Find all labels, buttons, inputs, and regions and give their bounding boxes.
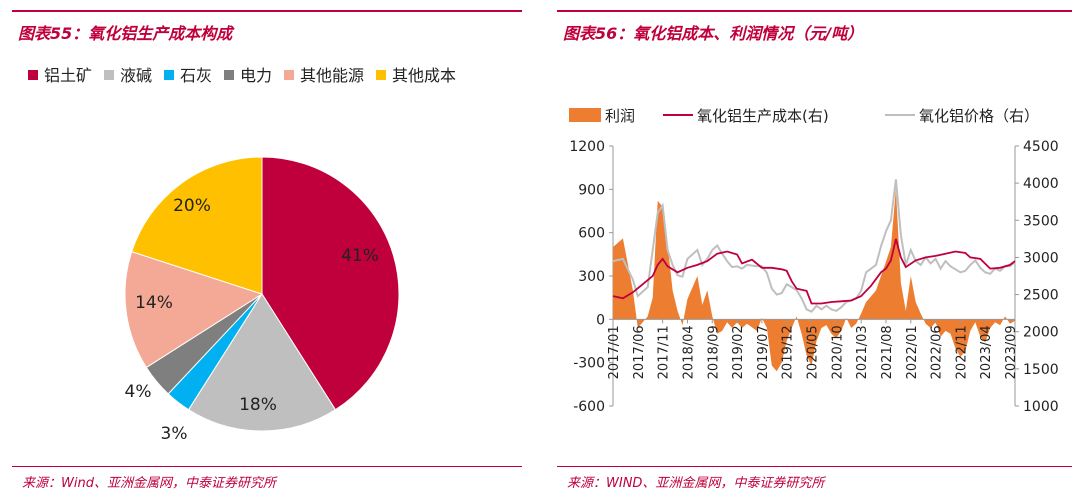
y-right-tick-label: 3500 bbox=[1023, 213, 1059, 229]
x-tick-label: 2022/01 bbox=[905, 325, 920, 379]
y-right-tick-label: 4500 bbox=[1023, 139, 1059, 155]
y-left-tick-label: -300 bbox=[573, 356, 605, 372]
y-left-tick-label: -600 bbox=[573, 399, 605, 415]
y-left-tick-label: 0 bbox=[596, 312, 605, 328]
price-line bbox=[612, 179, 1016, 313]
x-tick-label: 2021/03 bbox=[855, 325, 870, 379]
x-tick-label: 2019/07 bbox=[756, 325, 771, 379]
legend-swatch-其他能源 bbox=[284, 70, 294, 80]
x-tick-label: 2023/04 bbox=[979, 325, 994, 379]
y-right-tick-label: 1000 bbox=[1023, 399, 1059, 415]
legend-label-其他能源: 其他能源 bbox=[300, 66, 364, 85]
y-left-tick-label: 300 bbox=[578, 269, 605, 285]
profit-cost-chart: 利润 氧化铝生产成本(右) 氧化铝价格（右） -600 -300 0 300 600 900 12… bbox=[569, 107, 1059, 415]
legend-label-cost: 氧化铝生产成本(右) bbox=[697, 107, 829, 125]
right-source-note: 来源：WIND、亚洲金属网，中泰证券研究所 bbox=[567, 476, 825, 491]
source-rule bbox=[12, 466, 522, 467]
title-rule bbox=[557, 10, 1072, 12]
legend-swatch-电力 bbox=[224, 70, 234, 80]
pie-chart: 铝土矿 液碱 石灰 电力 其他能源 其他成本 41% 18% 3% 4% 14% 20% bbox=[28, 66, 456, 444]
x-tick-label: 2018/04 bbox=[681, 325, 696, 379]
profit-area bbox=[613, 189, 1015, 372]
legend-label-液碱: 液碱 bbox=[120, 66, 152, 85]
x-tick-label: 2017/06 bbox=[632, 325, 647, 379]
pie-label-其他能源: 14% bbox=[135, 293, 173, 313]
pie-label-电力: 4% bbox=[125, 382, 152, 402]
left-chart-title: 图表55：氧化铝生产成本构成 bbox=[18, 24, 233, 43]
legend-label-其他成本: 其他成本 bbox=[392, 66, 456, 85]
pie-label-其他成本: 20% bbox=[173, 196, 211, 216]
title-rule bbox=[12, 10, 522, 12]
y-right-tick-label: 1500 bbox=[1023, 362, 1059, 378]
pie-slice-铝土矿 bbox=[261, 156, 400, 411]
pie-slice-其他能源 bbox=[124, 251, 264, 369]
x-tick-label: 2018/09 bbox=[706, 325, 721, 379]
legend-swatch-其他成本 bbox=[376, 70, 386, 80]
x-tick-label: 2020/05 bbox=[806, 325, 821, 379]
x-tick-label: 2017/01 bbox=[607, 325, 622, 379]
right-chart-title: 图表56：氧化铝成本、利润情况（元/吨） bbox=[563, 24, 864, 43]
y-left-tick-label: 900 bbox=[578, 182, 605, 198]
legend-label-price: 氧化铝价格（右） bbox=[919, 107, 1039, 125]
right-panel: 图表56：氧化铝成本、利润情况（元/吨） 利润 氧化铝生产成本(右) 氧化铝价格（右… bbox=[545, 0, 1080, 499]
cost-line bbox=[612, 238, 1016, 305]
left-source-note: 来源：Wind、亚洲金属网，中泰证券研究所 bbox=[22, 476, 276, 491]
legend-label-石灰: 石灰 bbox=[180, 66, 212, 85]
x-tick-label: 2017/11 bbox=[657, 325, 672, 379]
y-right-tick-label: 3000 bbox=[1023, 250, 1059, 266]
left-panel: 图表55：氧化铝生产成本构成 铝土矿 液碱 石灰 电力 其他能源 其他成本 41% 18% 3%… bbox=[0, 0, 530, 499]
y-left-tick-label: 1200 bbox=[569, 139, 605, 155]
legend-label-profit: 利润 bbox=[605, 107, 635, 125]
x-tick-label: 2022/11 bbox=[954, 325, 969, 379]
y-right-tick-label: 2000 bbox=[1023, 325, 1059, 341]
y-right-tick-label: 2500 bbox=[1023, 288, 1059, 304]
y-right-tick-label: 4000 bbox=[1023, 176, 1059, 192]
pie-slice-液碱 bbox=[187, 293, 337, 432]
x-tick-label: 2023/09 bbox=[1004, 325, 1019, 379]
source-rule bbox=[557, 466, 1072, 467]
x-tick-label: 2021/08 bbox=[880, 325, 895, 379]
pie-label-液碱: 18% bbox=[239, 395, 277, 415]
legend-swatch-液碱 bbox=[104, 70, 114, 80]
legend-swatch-石灰 bbox=[164, 70, 174, 80]
legend-label-电力: 电力 bbox=[240, 66, 272, 85]
legend-swatch-profit bbox=[569, 108, 601, 122]
legend-swatch-铝土矿 bbox=[28, 70, 38, 80]
pie-label-石灰: 3% bbox=[161, 424, 188, 444]
y-left-tick-label: 600 bbox=[578, 226, 605, 242]
pie-slice-其他成本 bbox=[131, 156, 263, 295]
x-tick-label: 2022/06 bbox=[930, 325, 945, 379]
x-tick-label: 2019/02 bbox=[731, 325, 746, 379]
legend-label-铝土矿: 铝土矿 bbox=[44, 66, 92, 85]
x-tick-label: 2019/12 bbox=[781, 325, 796, 379]
x-tick-label: 2020/10 bbox=[830, 325, 845, 379]
pie-label-铝土矿: 41% bbox=[341, 246, 379, 266]
